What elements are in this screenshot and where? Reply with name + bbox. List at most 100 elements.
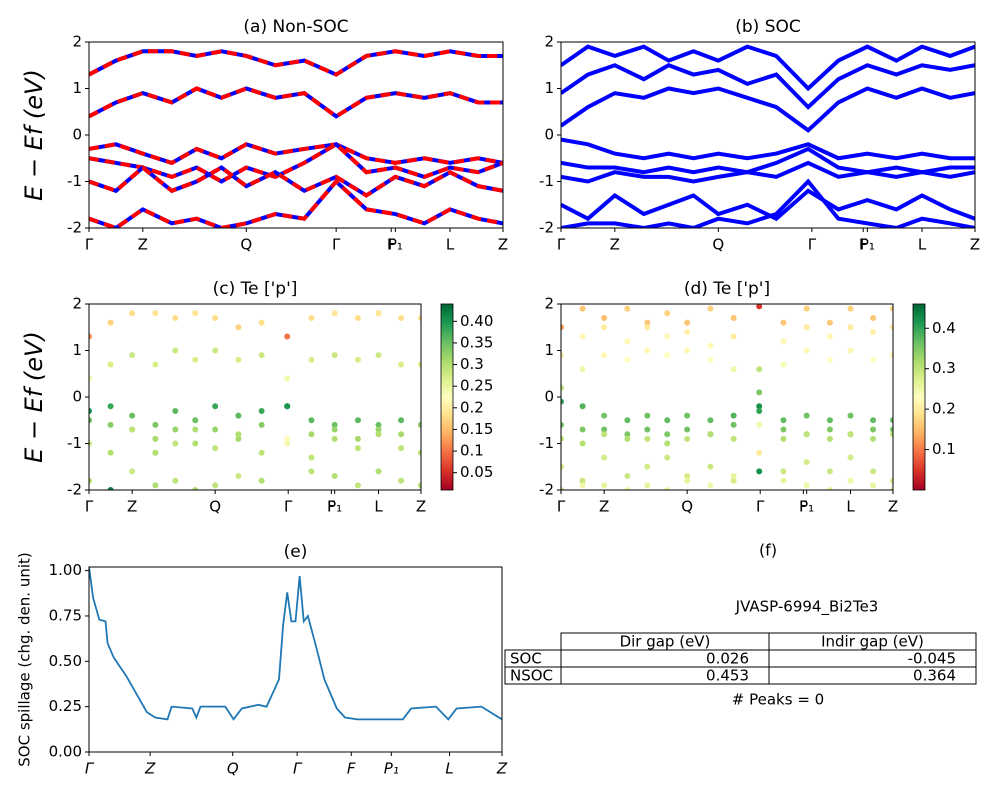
table-caption: JVASP-6994_Bi2Te3 <box>735 598 879 617</box>
colorbar <box>912 303 926 491</box>
band-point <box>354 314 361 321</box>
band-point <box>664 310 671 317</box>
band-point <box>780 319 787 326</box>
band-point <box>354 482 361 489</box>
axes-frame <box>560 303 894 491</box>
x-tick-label: Q <box>681 498 693 516</box>
band-line <box>561 86 975 133</box>
band-point <box>624 356 631 363</box>
band-point <box>152 421 159 428</box>
band-point <box>107 487 114 490</box>
band-point <box>644 347 651 354</box>
band-point <box>129 352 136 359</box>
band-point <box>235 412 242 419</box>
band-point <box>212 347 219 354</box>
band-point <box>870 356 877 363</box>
x-tick-label: L <box>918 236 927 254</box>
x-tick-label: Q <box>209 498 221 516</box>
band-point <box>730 421 737 428</box>
band-point <box>172 477 179 484</box>
band-point <box>235 435 242 442</box>
band-point <box>684 328 691 335</box>
band-point <box>212 314 219 321</box>
y-tick-label: 0 <box>72 126 82 144</box>
y-tick-label: -1 <box>539 172 554 190</box>
band-point <box>192 356 199 363</box>
colorbar-tick-label: 0.3 <box>460 355 484 373</box>
band-point <box>684 473 691 480</box>
band-point <box>579 440 586 447</box>
x-tick-label: P₁ <box>327 498 342 516</box>
band-point <box>152 435 159 442</box>
plot-area <box>561 44 975 228</box>
band-point <box>826 487 833 490</box>
band-point <box>129 468 136 475</box>
band-point <box>172 347 179 354</box>
band-point <box>398 431 405 438</box>
band-point <box>129 310 136 317</box>
band-point <box>172 407 179 414</box>
band-point <box>561 463 564 470</box>
band-point <box>756 304 763 310</box>
y-tick-label: 2 <box>544 295 554 313</box>
colorbar-tick-label: 0.15 <box>460 420 493 438</box>
band-point <box>644 482 651 489</box>
band-point <box>890 487 893 490</box>
band-point <box>756 468 763 475</box>
axes-frame <box>88 41 504 229</box>
band-point <box>664 431 671 438</box>
x-tick-label: F <box>799 498 808 516</box>
x-tick-label: Z <box>144 760 156 778</box>
band-point <box>826 319 833 326</box>
colorbar-tick-label: 0.40 <box>460 312 493 330</box>
colorbar-tick-label: 0.2 <box>932 400 956 418</box>
band-point <box>664 352 671 359</box>
band-point <box>89 440 92 447</box>
y-tick-label: 2 <box>544 33 554 51</box>
band-point <box>780 477 787 484</box>
band-point <box>308 454 315 461</box>
band-line <box>561 178 975 228</box>
band-line <box>89 178 503 228</box>
y-tick-label: 0.50 <box>49 652 82 670</box>
axes-frame <box>88 566 503 753</box>
band-point <box>847 477 854 484</box>
x-tick-label: F <box>387 236 396 254</box>
band-point <box>624 305 631 312</box>
band-overlay <box>89 49 503 77</box>
band-point <box>644 435 651 442</box>
x-tick-label: Z <box>416 498 426 516</box>
band-point <box>644 463 651 470</box>
y-tick-label: -2 <box>539 219 554 237</box>
band-point <box>308 431 315 438</box>
colorbar <box>440 303 454 491</box>
colorbar-tick-label: 0.2 <box>460 398 484 416</box>
axes-title: (b) SOC <box>735 17 801 37</box>
band-point <box>192 426 199 433</box>
x-tick-label: F <box>327 498 336 516</box>
x-tick-label: L <box>846 498 855 516</box>
band-point <box>847 347 854 354</box>
band-point <box>870 314 877 321</box>
band-point <box>107 361 114 368</box>
band-point <box>375 426 382 433</box>
band-point <box>730 366 737 373</box>
band-point <box>354 445 361 452</box>
band-point <box>398 445 405 452</box>
colorbar-tick-label: 0.1 <box>460 442 484 460</box>
band-overlay <box>89 142 503 166</box>
table-cell-text: 0.026 <box>706 650 749 668</box>
band-point <box>398 361 405 368</box>
y-tick-label: -1 <box>67 434 82 452</box>
band-point <box>89 417 92 424</box>
band-point <box>756 389 763 396</box>
band-point <box>579 482 586 489</box>
band-point <box>803 324 810 331</box>
band-point <box>235 473 242 480</box>
x-tick-label: P₁ <box>860 236 875 254</box>
band-point <box>418 482 421 489</box>
band-point <box>756 407 763 414</box>
band-point <box>644 324 651 331</box>
table-cell-text: SOC <box>510 650 542 668</box>
band-point <box>561 487 564 490</box>
